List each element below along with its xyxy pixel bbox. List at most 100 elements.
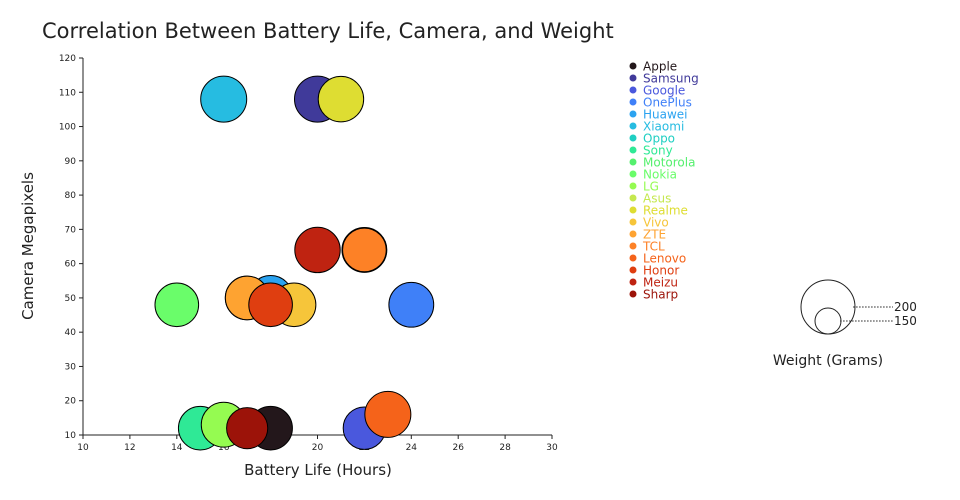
x-tick-label: 10 [77, 443, 89, 453]
x-tick-label: 24 [406, 443, 418, 453]
legend-marker [629, 98, 637, 106]
legend-label: Lenovo [643, 252, 686, 266]
y-tick-label: 20 [65, 397, 77, 407]
legend-marker [629, 230, 637, 238]
chart-title: Correlation Between Battery Life, Camera… [42, 19, 614, 43]
legend-item-vivo[interactable]: Vivo [629, 216, 669, 230]
size-legend-circle [800, 279, 856, 335]
legend-item-zte[interactable]: ZTE [629, 228, 667, 242]
legend-label: Meizu [643, 276, 678, 290]
legend-label: Apple [643, 60, 677, 74]
legend-label: Realme [643, 204, 688, 218]
legend-label: Sharp [643, 288, 678, 302]
point-tcl[interactable] [342, 227, 387, 273]
legend-item-realme[interactable]: Realme [629, 204, 688, 218]
legend-marker [629, 146, 637, 154]
legend-label: Motorola [643, 156, 695, 170]
y-tick-label: 90 [65, 157, 77, 167]
legend-marker [629, 122, 637, 130]
point-honor[interactable] [248, 282, 293, 328]
legend-label: Google [643, 84, 685, 98]
y-tick-label: 30 [65, 362, 77, 372]
legend-item-asus[interactable]: Asus [629, 192, 672, 206]
legend-marker [629, 170, 637, 178]
y-tick-label: 110 [59, 88, 76, 98]
legend-item-sony[interactable]: Sony [629, 144, 673, 158]
legend-item-google[interactable]: Google [629, 84, 686, 98]
data-points [154, 75, 435, 451]
y-tick-label: 10 [65, 431, 77, 441]
legend-item-sharp[interactable]: Sharp [629, 288, 679, 302]
legend-label: Vivo [643, 216, 669, 230]
y-tick-label: 70 [65, 225, 77, 235]
point-meizu[interactable] [294, 226, 341, 274]
legend-item-apple[interactable]: Apple [629, 60, 678, 74]
size-legend-label: 200 [894, 300, 917, 314]
legend-marker [629, 62, 637, 70]
legend: AppleSamsungGoogleOnePlusHuaweiXiaomiOpp… [629, 60, 699, 302]
legend-item-oneplus[interactable]: OnePlus [629, 96, 692, 110]
legend-marker [629, 74, 637, 82]
point-oneplus[interactable] [388, 281, 435, 328]
legend-marker [629, 134, 637, 142]
point-lenovo[interactable] [364, 390, 412, 438]
legend-label: Honor [643, 264, 679, 278]
legend-marker [629, 254, 637, 262]
legend-label: Sony [643, 144, 673, 158]
legend-item-meizu[interactable]: Meizu [629, 276, 678, 290]
point-realme[interactable] [317, 75, 365, 123]
legend-item-motorola[interactable]: Motorola [629, 156, 696, 170]
legend-marker [629, 86, 637, 94]
size-legend-circle [814, 307, 842, 335]
y-tick-label: 80 [65, 191, 77, 201]
legend-item-xiaomi[interactable]: Xiaomi [629, 120, 685, 134]
legend-item-huawei[interactable]: Huawei [629, 108, 688, 122]
legend-marker [629, 194, 637, 202]
legend-marker [629, 266, 637, 274]
y-tick-label: 120 [59, 54, 76, 64]
x-tick-label: 28 [499, 443, 511, 453]
legend-marker [629, 158, 637, 166]
legend-marker [629, 206, 637, 214]
point-sharp[interactable] [226, 407, 269, 450]
point-xiaomi[interactable] [200, 75, 248, 123]
legend-marker [629, 278, 637, 286]
y-axis-title: Camera Megapixels [19, 172, 37, 320]
x-tick-label: 12 [124, 443, 135, 453]
y-tick-label: 50 [65, 294, 77, 304]
legend-item-oppo[interactable]: Oppo [629, 132, 676, 146]
legend-label: TCL [642, 240, 665, 254]
legend-label: Oppo [643, 132, 675, 146]
legend-item-lenovo[interactable]: Lenovo [629, 252, 687, 266]
legend-label: Samsung [643, 72, 699, 86]
point-nokia[interactable] [154, 282, 200, 328]
x-axis-title: Battery Life (Hours) [244, 461, 392, 479]
size-legend-label: 150 [894, 314, 917, 328]
legend-label: Huawei [643, 108, 688, 122]
legend-item-samsung[interactable]: Samsung [629, 72, 699, 86]
x-tick-label: 20 [312, 443, 324, 453]
legend-label: OnePlus [643, 96, 692, 110]
legend-label: Nokia [643, 168, 677, 182]
legend-item-honor[interactable]: Honor [629, 264, 680, 278]
legend-marker [629, 110, 637, 118]
legend-marker [629, 242, 637, 250]
legend-label: Xiaomi [643, 120, 684, 134]
y-tick-label: 40 [65, 328, 77, 338]
legend-label: LG [643, 180, 659, 194]
x-tick-label: 16 [218, 443, 230, 453]
y-tick-label: 100 [59, 123, 76, 133]
x-tick-label: 14 [171, 443, 183, 453]
legend-label: ZTE [643, 228, 666, 242]
x-tick-label: 30 [546, 443, 558, 453]
legend-item-nokia[interactable]: Nokia [629, 168, 677, 182]
size-legend-title: Weight (Grams) [773, 353, 883, 369]
legend-marker [629, 182, 637, 190]
legend-marker [629, 290, 637, 298]
x-tick-label: 26 [452, 443, 464, 453]
legend-marker [629, 218, 637, 226]
legend-item-lg[interactable]: LG [629, 180, 659, 194]
legend-item-tcl[interactable]: TCL [629, 240, 666, 254]
